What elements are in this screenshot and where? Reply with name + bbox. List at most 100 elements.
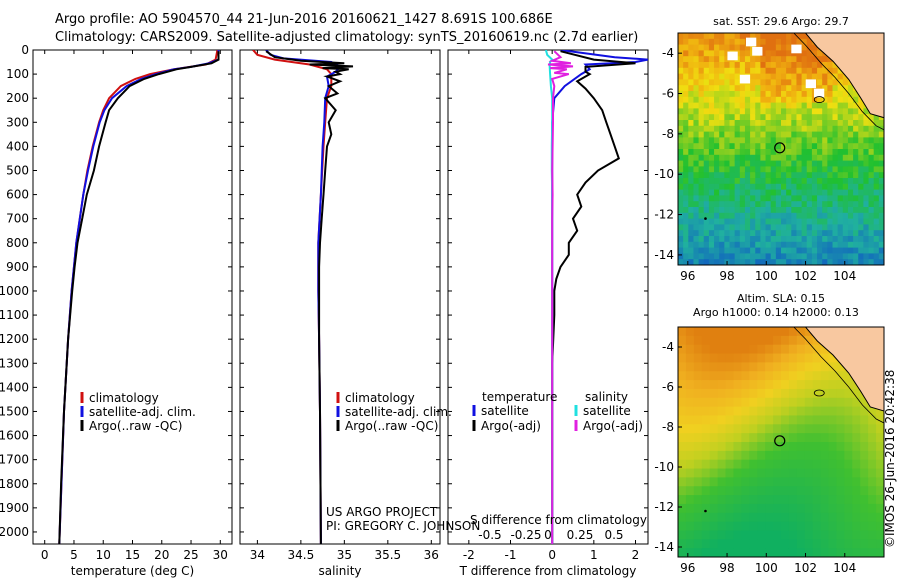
map-cell — [863, 189, 870, 196]
map-cell — [775, 85, 782, 92]
map-cell — [844, 388, 853, 399]
map-cell — [832, 212, 839, 220]
map-cell — [788, 530, 798, 540]
map-cell — [868, 247, 875, 254]
map-cell — [811, 96, 818, 104]
map-cell — [749, 486, 758, 496]
map-cell — [828, 459, 838, 470]
map-cell — [836, 512, 845, 523]
land-mass — [804, 33, 884, 119]
map-cell — [729, 67, 736, 75]
map-cell — [878, 149, 884, 156]
map-cell — [714, 91, 720, 98]
map-cell — [749, 468, 758, 478]
map-cell — [755, 166, 761, 173]
map-cell — [719, 108, 725, 115]
map-cell — [873, 212, 880, 220]
map-cell — [860, 433, 869, 443]
map-cell — [685, 442, 695, 452]
map-cell — [868, 120, 875, 127]
x-tick-label: 20 — [154, 548, 169, 562]
map-cell — [765, 415, 774, 425]
map-cell — [801, 183, 808, 191]
map-cell — [729, 247, 736, 254]
map-cell — [755, 91, 761, 98]
float-position-marker — [774, 142, 786, 154]
map-cell — [781, 415, 790, 425]
map-cell — [709, 433, 719, 443]
map-cell — [683, 149, 689, 156]
map-cell — [729, 120, 736, 127]
sla-map-field — [678, 327, 884, 557]
map-cell — [741, 512, 750, 523]
map-cell — [741, 548, 750, 557]
map-cell — [817, 253, 823, 260]
map-cell — [688, 73, 695, 80]
map-cell — [817, 149, 823, 156]
map-cell — [725, 415, 735, 425]
map-cell — [693, 79, 700, 86]
map-cell — [703, 62, 710, 69]
map-cell — [796, 442, 806, 452]
map-cell — [698, 178, 705, 185]
map-cell — [863, 149, 870, 156]
map-cell — [724, 137, 731, 144]
map-cell — [760, 154, 767, 162]
sst-map-title: sat. SST: 29.6 Argo: 29.7 — [713, 15, 849, 28]
map-cell — [852, 406, 861, 417]
map-cell — [734, 79, 741, 86]
map-cell — [739, 183, 746, 191]
map-cell — [822, 195, 828, 202]
map-cell — [878, 253, 884, 260]
map-cell — [796, 521, 806, 532]
map-cell — [765, 56, 772, 63]
map-cell — [788, 450, 798, 461]
map-cell — [733, 459, 742, 470]
map-cell — [773, 344, 782, 355]
map-cell — [775, 154, 782, 162]
map-cell — [820, 371, 830, 381]
map-cell — [765, 131, 772, 138]
map-cell — [708, 247, 715, 254]
map-cell — [781, 73, 787, 80]
map-cell — [822, 172, 828, 179]
map-cell — [878, 201, 884, 208]
map-cell — [678, 67, 684, 75]
map-cell — [863, 207, 870, 214]
map-cell — [744, 178, 751, 185]
map-cell — [724, 44, 731, 51]
map-cell — [853, 189, 859, 196]
map-cell — [827, 56, 834, 63]
map-cell — [786, 241, 792, 249]
map-cell — [853, 172, 859, 179]
map-cell — [765, 530, 774, 540]
map-cell — [770, 131, 777, 138]
map-cell — [817, 259, 823, 265]
map-cell — [786, 67, 792, 75]
map-cell — [820, 486, 830, 496]
map-cell — [725, 521, 735, 532]
map-cell — [750, 85, 756, 92]
map-cell — [739, 195, 746, 202]
map-cell — [703, 120, 710, 127]
map-cell — [760, 102, 767, 109]
map-cell — [786, 207, 792, 214]
map-cell — [873, 178, 880, 185]
map-cell — [868, 424, 877, 434]
map-cell — [806, 154, 813, 162]
map-cell — [791, 212, 798, 220]
x-tick-label: 36 — [424, 548, 439, 562]
map-cell — [683, 85, 689, 92]
map-cell — [719, 120, 725, 127]
map-cell — [703, 67, 710, 75]
map-cell — [765, 137, 772, 144]
map-cell — [729, 102, 736, 109]
map-cell — [760, 44, 767, 51]
map-cell — [781, 50, 787, 57]
map-cell — [828, 424, 838, 434]
map-cell — [811, 131, 818, 138]
map-cell — [701, 388, 711, 399]
map-cell — [878, 259, 884, 265]
map-cell — [842, 85, 849, 92]
map-cell — [775, 91, 782, 98]
